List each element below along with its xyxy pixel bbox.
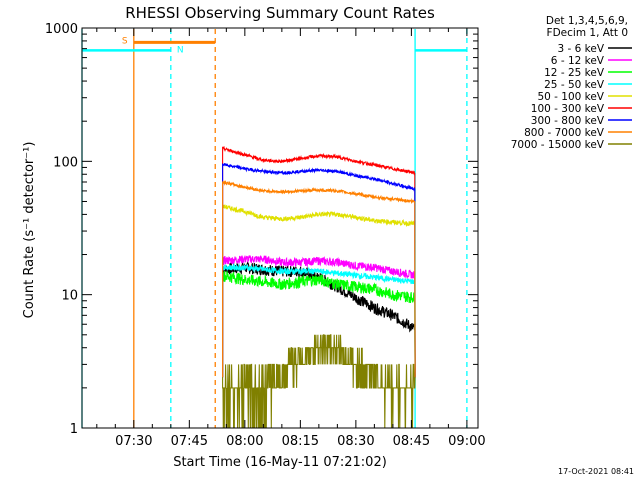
- x-tick-label: 07:45: [171, 434, 208, 449]
- series-line-6: [222, 162, 416, 378]
- x-tick-label: 08:00: [226, 434, 263, 449]
- legend-entry-label: 3 - 6 keV: [557, 43, 604, 55]
- x-tick-label: 08:45: [393, 434, 430, 449]
- y-tick-label: 100: [53, 155, 78, 170]
- legend-entry-label: 100 - 300 keV: [531, 103, 605, 115]
- series-line-8: [222, 334, 416, 429]
- legend-entry-label: 12 - 25 keV: [544, 67, 605, 79]
- series-line-2: [222, 270, 416, 378]
- series-line-3: [222, 262, 416, 378]
- legend-entry-label: 25 - 50 keV: [544, 79, 605, 91]
- x-tick-label: 09:00: [448, 434, 485, 449]
- series-line-4: [222, 204, 416, 378]
- legend-header: Det 1,3,4,5,6,9,: [546, 15, 628, 27]
- series-line-5: [222, 145, 416, 378]
- plot-frame: [81, 27, 479, 429]
- x-axis-label: Start Time (16-May-11 07:21:02): [173, 455, 387, 470]
- legend-header: FDecim 1, Att 0: [547, 27, 628, 39]
- legend-entry-label: 50 - 100 keV: [537, 91, 604, 103]
- x-tick-label: 08:30: [337, 434, 374, 449]
- x-tick-label: 07:30: [115, 434, 152, 449]
- series-line-1: [222, 255, 416, 378]
- series-layer: [222, 145, 416, 429]
- y-tick-label: 10: [61, 289, 78, 304]
- x-tick-label: 08:15: [282, 434, 319, 449]
- night-label: N: [177, 45, 184, 55]
- axes: 07:30 07:45 08:00 08:15 08:30 08:45 09:00 1 10 10…: [45, 22, 486, 449]
- y-tick-label: 1: [70, 422, 78, 437]
- legend-entry-label: 300 - 800 keV: [531, 115, 605, 127]
- saa-label: S: [122, 36, 128, 46]
- y-tick-label: 1000: [45, 22, 78, 37]
- series-line-7: [222, 180, 416, 378]
- legend-entry-label: 6 - 12 keV: [551, 55, 605, 67]
- y-axis-label: Count Rate (s⁻¹ detector⁻¹): [22, 142, 37, 319]
- footer-timestamp: 17-Oct-2021 08:41: [558, 467, 634, 476]
- chart-title: RHESSI Observing Summary Count Rates: [125, 4, 435, 22]
- legend: Det 1,3,4,5,6,9,FDecim 1, Att 0 3 - 6 keV…: [511, 15, 632, 151]
- legend-entry-label: 7000 - 15000 keV: [511, 139, 605, 151]
- legend-entry-label: 800 - 7000 keV: [524, 127, 605, 139]
